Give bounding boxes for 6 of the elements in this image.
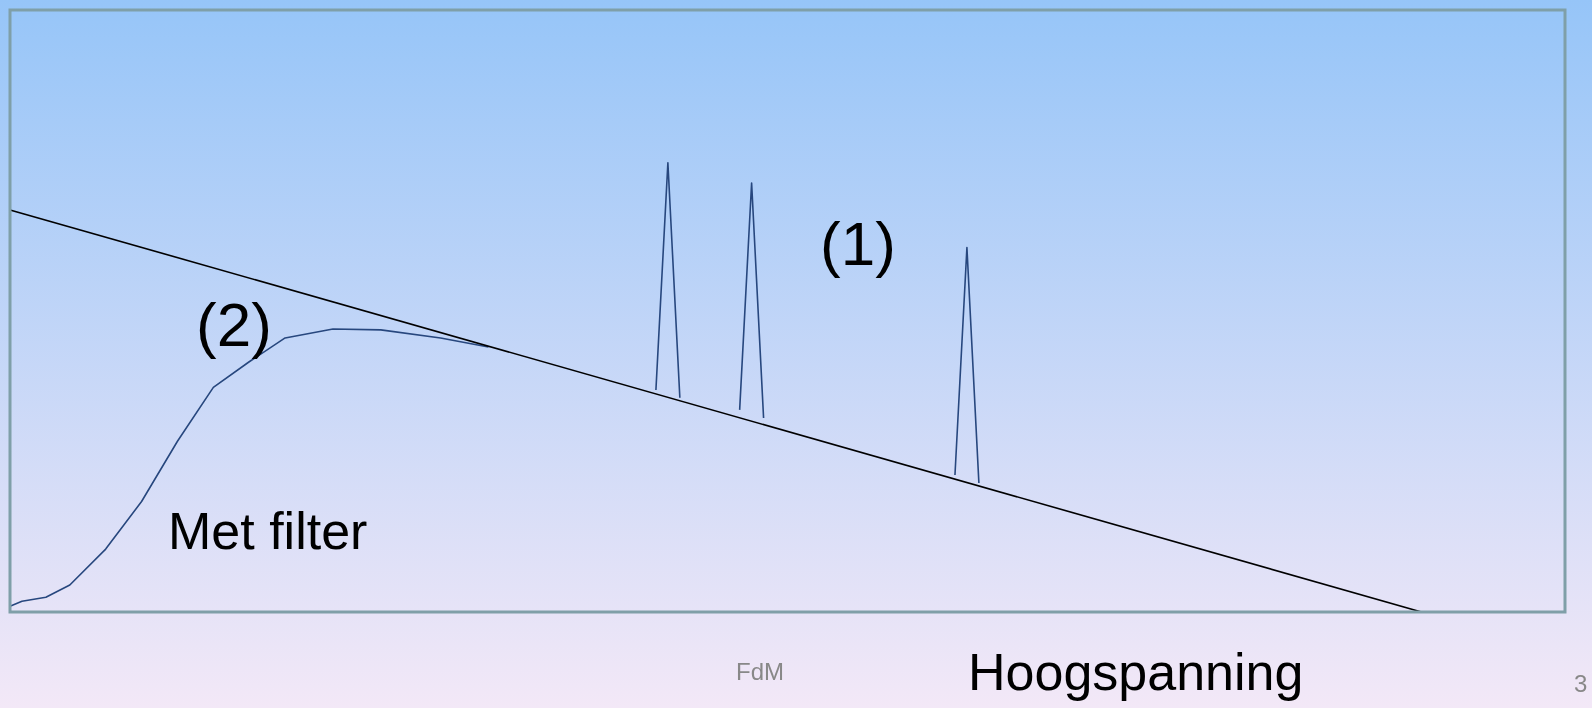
x-axis-title: Hoogspanning xyxy=(968,643,1304,701)
annotation: (2) xyxy=(196,290,272,359)
text: 3 xyxy=(1574,670,1588,697)
annotation: (1) xyxy=(820,209,896,278)
annotation: Met filter xyxy=(168,502,368,560)
text: FdM xyxy=(736,658,784,685)
